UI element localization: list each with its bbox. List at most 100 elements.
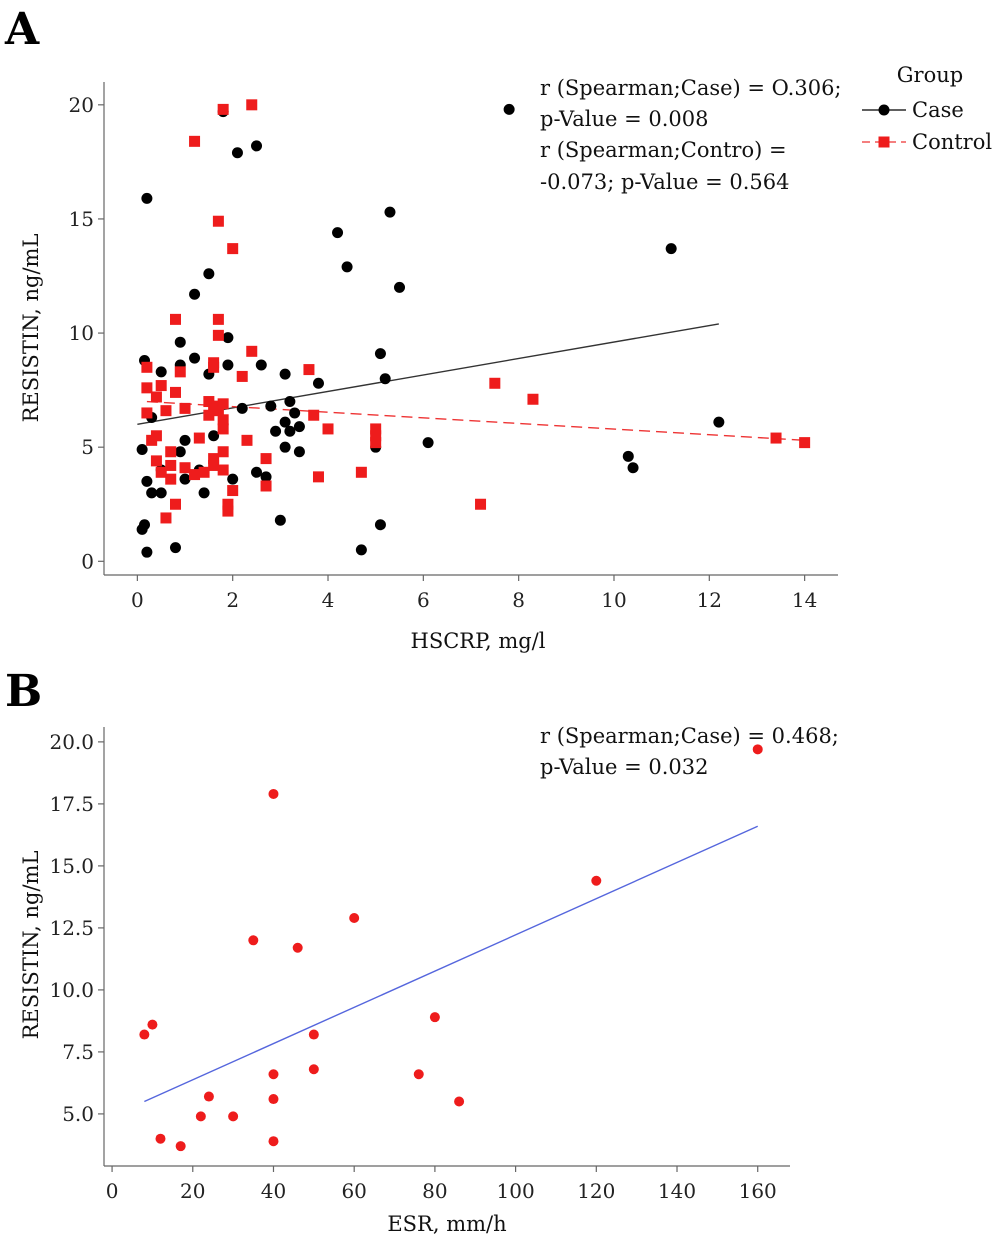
panel-a-point-case	[422, 437, 434, 449]
panel-b-y-tick-label: 5.0	[62, 1102, 94, 1126]
panel-a-point-control	[169, 386, 181, 398]
panel-a-point-control	[169, 313, 181, 325]
panel-a-point-case	[374, 519, 386, 531]
panel-a-point-case	[174, 446, 186, 458]
panel-a-point-control	[770, 432, 782, 444]
panel-a-point-case	[270, 425, 282, 437]
panel-a-x-tick-label: 4	[322, 588, 335, 612]
panel-a-point-case	[136, 443, 148, 455]
panel-a-fit-lines	[137, 323, 805, 442]
panel-a-point-control	[236, 370, 248, 382]
panel-a-point-control	[165, 459, 177, 471]
panel-a-point-case	[284, 425, 296, 437]
panel-a-point-control	[370, 423, 382, 435]
panel-a-point-control	[308, 409, 320, 421]
panel-a-point-case	[222, 359, 234, 371]
panel-a-point-control	[217, 464, 229, 476]
panel-a-point-case	[293, 446, 305, 458]
panel-b-point-case	[454, 1096, 465, 1107]
panel-a-point-case	[384, 206, 396, 218]
panel-a-point-control	[165, 473, 177, 485]
panel-a-point-control	[370, 437, 382, 449]
panel-a-x-axis-title: HSCRP, mg/l	[411, 629, 546, 653]
panel-b-ticks: 0 20 40 60 80 100 120 140 160 5.0 7.5 10.0 12.5 15.0 1…	[49, 730, 776, 1203]
panel-a-point-case	[289, 407, 301, 419]
panel-a-points	[136, 99, 811, 558]
panel-a-point-control	[217, 103, 229, 115]
panel-a-point-case	[198, 487, 210, 499]
panel-a-point-control	[241, 434, 253, 446]
panel-b-point-case	[429, 1012, 440, 1023]
legend-title: Group	[897, 63, 963, 87]
panel-a-point-case	[379, 373, 391, 385]
panel-a-point-control	[160, 405, 172, 417]
panel-b-point-case	[268, 1094, 279, 1105]
panel-a-ticks: 0 2 4 6 8 10 12 14 0 5 10 15 20	[69, 93, 818, 612]
panel-b-point-case	[195, 1111, 206, 1122]
panel-a-fit-line-control	[146, 400, 805, 442]
panel-a-point-control	[179, 462, 191, 474]
panel-b-point-case	[268, 788, 279, 799]
panel-a-annotation: r (Spearman;Case) = O.306; p-Value = 0.0…	[540, 76, 842, 194]
panel-a-point-control	[370, 430, 382, 442]
panel-a-legend: Group Case Control	[862, 63, 992, 154]
panel-a: A 0 2 4 6 8 10 12 14 0 5 10 15 20 HSCRP, mg/l RESIST…	[4, 4, 992, 653]
panel-a-y-tick-label: 20	[69, 93, 94, 117]
panel-a-point-case	[139, 519, 151, 531]
panel-a-point-control	[208, 453, 220, 465]
panel-b-x-tick-label: 100	[497, 1179, 535, 1203]
panel-a-point-case	[179, 434, 191, 446]
panel-a-point-control	[527, 393, 539, 405]
panel-a-y-tick-label: 5	[81, 435, 94, 459]
panel-b-point-case	[155, 1133, 166, 1144]
panel-a-point-case	[203, 268, 215, 280]
panel-a-point-case	[236, 402, 248, 414]
panel-a-point-case	[255, 359, 267, 371]
panel-a-point-case	[503, 103, 515, 115]
panel-a-point-control	[355, 466, 367, 478]
panel-a-point-control	[150, 391, 162, 403]
panel-a-point-control	[217, 398, 229, 410]
panel-a-point-case	[394, 281, 406, 293]
panel-b-x-tick-label: 160	[739, 1179, 777, 1203]
panel-a-point-control	[150, 430, 162, 442]
panel-b-y-axis-title: RESISTIN, ng/mL	[19, 851, 43, 1040]
panel-a-x-tick-label: 14	[792, 588, 817, 612]
panel-b-point-case	[268, 1136, 279, 1147]
panel-a-point-case	[260, 471, 272, 483]
panel-a-y-tick-label: 0	[81, 549, 94, 573]
panel-b-point-case	[175, 1141, 186, 1152]
panel-b-annotation: r (Spearman;Case) = 0.468; p-Value = 0.0…	[540, 724, 839, 779]
panel-a-y-tick-label: 15	[69, 207, 94, 231]
panel-b-point-case	[752, 744, 763, 755]
panel-a-point-case	[251, 140, 263, 152]
panel-a-point-control	[212, 329, 224, 341]
panel-a-point-case	[622, 450, 634, 462]
panel-b-x-tick-label: 20	[180, 1179, 205, 1203]
panel-a-point-control	[489, 377, 501, 389]
panel-a-point-control	[155, 380, 167, 392]
panel-b-points	[139, 744, 763, 1152]
panel-a-point-control	[475, 498, 487, 510]
legend-case-marker	[878, 104, 890, 116]
panel-a-point-case	[355, 544, 367, 556]
panel-a-point-control	[217, 446, 229, 458]
panel-b-fit-line	[144, 825, 759, 1103]
panel-a-letter: A	[4, 4, 40, 55]
panel-a-point-control	[189, 135, 201, 147]
panel-b-point-case	[139, 1029, 150, 1040]
panel-a-y-axis-title: RESISTIN, ng/mL	[19, 234, 43, 423]
panel-a-point-control	[260, 480, 272, 492]
panel-a-annotation-line-4: -0.073; p-Value = 0.564	[540, 170, 789, 194]
panel-a-point-control	[799, 437, 811, 449]
legend-case-label: Case	[912, 98, 964, 122]
panel-a-annotation-line-2: p-Value = 0.008	[540, 107, 709, 131]
panel-b-y-tick-label: 17.5	[49, 792, 94, 816]
panel-a-point-control	[179, 402, 191, 414]
panel-a-point-case	[265, 400, 277, 412]
panel-b-x-axis-title: ESR, mm/h	[387, 1212, 506, 1236]
panel-a-point-control	[322, 423, 334, 435]
panel-a-point-control	[198, 466, 210, 478]
panel-a-point-control	[141, 361, 153, 373]
